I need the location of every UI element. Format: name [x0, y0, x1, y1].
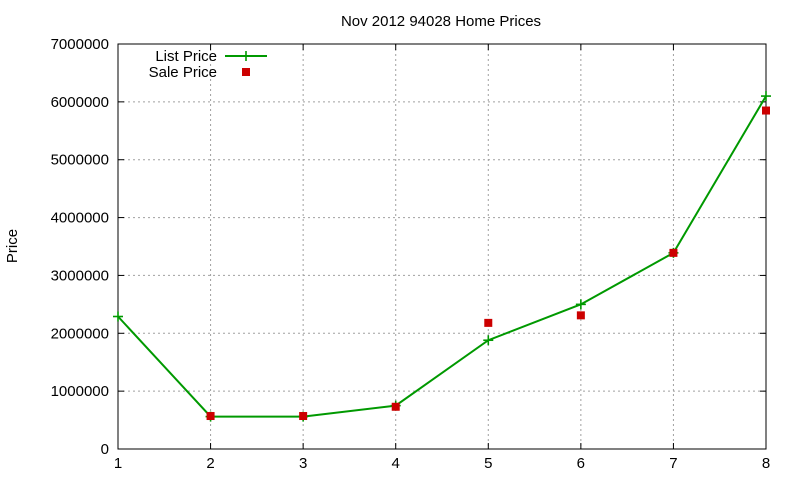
- data-point: [761, 91, 771, 102]
- legend-marker: [241, 51, 251, 61]
- y-tick-label: 3000000: [51, 267, 109, 284]
- y-tick-label: 5000000: [51, 152, 109, 169]
- data-point: [391, 402, 400, 411]
- data-point: [206, 412, 215, 421]
- y-axis-tick-labels: 0 1000000 2000000 3000000 4000000 5000000 6000…: [51, 36, 109, 458]
- y-tick-label: 7000000: [51, 36, 109, 53]
- data-point: [669, 248, 678, 257]
- y-tick-label: 4000000: [51, 210, 109, 227]
- series: [113, 91, 771, 422]
- data-point: [113, 311, 123, 322]
- data-point: [762, 106, 770, 115]
- data-point: [575, 299, 586, 310]
- data-point: [576, 311, 585, 320]
- x-tick-label: 5: [484, 455, 492, 472]
- x-tick-label: 3: [299, 455, 307, 472]
- data-point: [484, 318, 493, 327]
- series-line: [117, 95, 767, 418]
- x-tick-label: 1: [114, 455, 122, 472]
- y-tick-label: 1000000: [51, 383, 109, 400]
- x-tick-label: 4: [392, 455, 400, 472]
- data-point: [299, 412, 308, 421]
- x-tick-label: 8: [762, 455, 770, 472]
- x-tick-label: 2: [206, 455, 214, 472]
- y-axis-label: Price: [4, 229, 21, 263]
- legend-label: List Price: [155, 48, 217, 65]
- chart-title: Nov 2012 94028 Home Prices: [341, 13, 541, 30]
- x-tick-label: 7: [669, 455, 677, 472]
- x-tick-label: 6: [577, 455, 585, 472]
- axis-ticks: [117, 43, 767, 450]
- y-tick-label: 2000000: [51, 325, 109, 342]
- series-sale-price: [206, 106, 770, 421]
- grid: [118, 44, 766, 449]
- legend-marker: [242, 68, 250, 76]
- data-point: [483, 335, 494, 346]
- plot-border: [117, 43, 767, 450]
- legend-label: Sale Price: [149, 64, 217, 81]
- x-axis-tick-labels: 1 2 3 4 5 6 7 8: [114, 455, 770, 472]
- y-tick-label: 0: [101, 441, 109, 458]
- y-tick-label: 6000000: [51, 94, 109, 111]
